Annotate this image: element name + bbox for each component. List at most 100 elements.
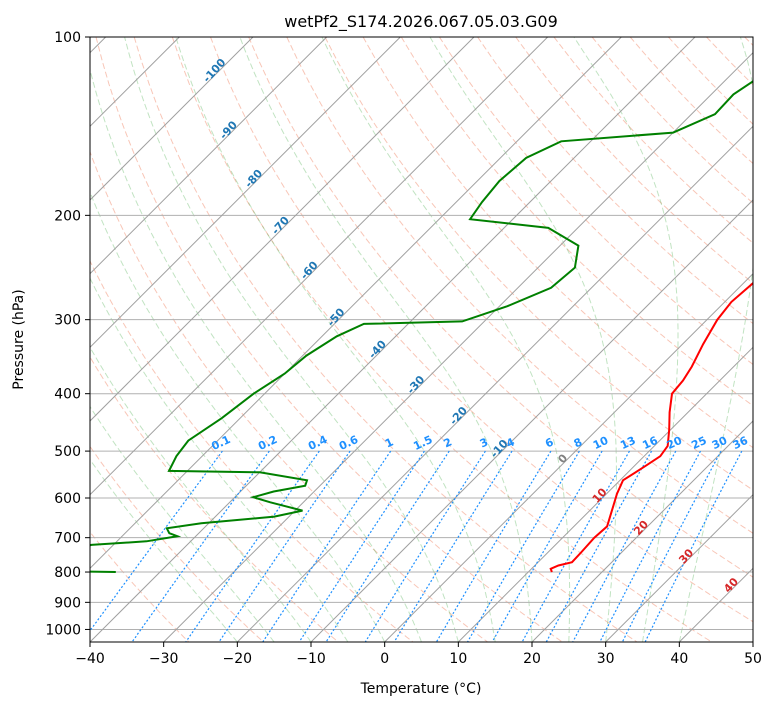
y-tick-label: 600 xyxy=(54,491,81,507)
mixing-ratio-label: 30 xyxy=(710,434,730,452)
y-axis: 100 200 300 400 500 600 700 800 900 1000 xyxy=(45,30,90,638)
isotherm-label: -90 xyxy=(217,118,240,142)
mixing-ratio-label: 16 xyxy=(640,434,660,452)
x-tick-label: 50 xyxy=(744,651,762,667)
dry-adiabat xyxy=(90,259,414,642)
mixing-ratio-label: 20 xyxy=(665,434,685,452)
dry-adiabat xyxy=(90,356,339,642)
y-tick-label: 800 xyxy=(54,565,81,581)
y-tick-label: 700 xyxy=(54,531,81,547)
isotherm-label: -50 xyxy=(325,305,348,329)
x-tick-label: −20 xyxy=(223,651,253,667)
moist-adiabat xyxy=(678,37,753,642)
mixing-ratio-line xyxy=(218,450,351,642)
dry-adiabat xyxy=(400,37,753,407)
mixing-ratio-label: 2 xyxy=(442,435,454,450)
isotherm xyxy=(90,37,475,422)
isotherm-label: -20 xyxy=(447,404,470,428)
mixing-ratio-line xyxy=(90,450,223,632)
isotherm-label: -80 xyxy=(242,167,265,191)
x-tick-label: −40 xyxy=(75,651,105,667)
mixing-ratio-label: 3 xyxy=(478,435,490,450)
mixing-ratio-line xyxy=(393,450,513,642)
mixing-ratio-line xyxy=(521,450,631,642)
plot-frame xyxy=(89,36,754,643)
warm-isotherm-label: 20 xyxy=(631,518,651,538)
mixing-ratio-line xyxy=(325,450,450,642)
mixing-ratio-label: 0.2 xyxy=(256,433,279,453)
x-tick-label: 40 xyxy=(670,651,688,667)
moist-adiabat xyxy=(429,37,617,642)
y-tick-label: 1000 xyxy=(45,622,81,638)
mixing-ratio-label: 0.1 xyxy=(209,433,232,453)
dry-adiabat xyxy=(210,37,753,623)
isotherms xyxy=(90,37,753,642)
isotherm xyxy=(90,37,549,496)
isotherm xyxy=(531,420,753,642)
mixing-ratio-line xyxy=(298,450,425,642)
isotherm-label: -30 xyxy=(404,373,427,397)
x-axis-label: Temperature (°C) xyxy=(360,681,482,697)
mixing-ratio-label: 13 xyxy=(618,434,637,452)
x-tick-label: 10 xyxy=(449,651,467,667)
isotherm-label: -100 xyxy=(200,56,228,85)
y-tick-label: 300 xyxy=(54,313,81,329)
mixing-ratio-line xyxy=(131,450,270,642)
mixing-ratio-line xyxy=(491,450,603,642)
isotherm xyxy=(90,37,401,349)
y-tick-label: 100 xyxy=(54,30,81,46)
mixing-ratio-line xyxy=(364,450,486,642)
mixing-ratio-line xyxy=(599,450,702,642)
x-tick-label: 0 xyxy=(380,651,389,667)
moist-adiabat xyxy=(239,37,533,642)
moist-adiabat xyxy=(90,67,422,642)
dry-adiabat xyxy=(95,37,563,642)
isotherm xyxy=(90,37,328,275)
isotherm-label: -40 xyxy=(366,338,389,362)
y-tick-label: 500 xyxy=(54,444,81,460)
moist-adiabat xyxy=(321,37,571,642)
dry-adiabat xyxy=(133,37,638,642)
dry-adiabat xyxy=(248,37,753,578)
moist-adiabat xyxy=(90,458,238,642)
mixing-ratio-label: 1.5 xyxy=(411,433,434,453)
pressure-gridlines xyxy=(90,37,753,630)
moist-adiabat xyxy=(573,37,679,642)
x-tick-label: −30 xyxy=(149,651,179,667)
warm-isotherm-label: 40 xyxy=(721,575,741,595)
isotherm xyxy=(163,51,753,642)
y-tick-label: 200 xyxy=(54,208,81,224)
dry-adiabat xyxy=(706,37,753,86)
mixing-ratio-label: 0.6 xyxy=(337,433,360,453)
moist-adiabats xyxy=(90,37,753,642)
isotherm xyxy=(310,199,753,642)
dry-adiabat xyxy=(362,37,753,449)
mixing-ratio-label: 0.4 xyxy=(306,433,329,453)
mixing-ratio-label: 36 xyxy=(731,434,751,452)
dry-adiabat xyxy=(90,150,488,642)
mixing-ratio-line xyxy=(545,450,653,642)
isotherm xyxy=(678,567,753,642)
dry-adiabat xyxy=(324,37,753,491)
dry-adiabat xyxy=(286,37,753,534)
mixing-ratio-label: 1 xyxy=(383,435,395,450)
moist-adiabat xyxy=(175,37,496,642)
temperature-profile xyxy=(549,281,753,573)
x-tick-label: −10 xyxy=(296,651,326,667)
isotherm xyxy=(236,125,753,642)
mixing-ratio-line xyxy=(185,450,320,642)
dry-adiabats xyxy=(90,37,753,642)
warm-isotherm-label: 30 xyxy=(676,546,696,566)
mixing-ratio-line xyxy=(262,450,392,642)
isotherm xyxy=(90,37,696,642)
isotherm xyxy=(605,493,753,642)
moist-adiabat xyxy=(90,190,386,642)
mixing-ratio-line xyxy=(572,450,677,642)
profile-lines xyxy=(90,80,753,573)
warm-isotherm-label: 0 xyxy=(555,451,570,466)
y-axis-label: Pressure (hPa) xyxy=(11,289,27,389)
dry-adiabat xyxy=(90,445,264,642)
isotherm xyxy=(90,37,254,201)
y-tick-label: 900 xyxy=(54,595,81,611)
